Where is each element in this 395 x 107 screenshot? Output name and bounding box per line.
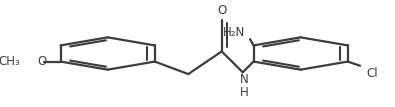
Text: O: O bbox=[37, 55, 46, 68]
Text: H₂N: H₂N bbox=[222, 26, 245, 39]
Text: Cl: Cl bbox=[366, 67, 378, 80]
Text: N: N bbox=[240, 73, 249, 86]
Text: H: H bbox=[240, 86, 249, 99]
Text: CH₃: CH₃ bbox=[0, 55, 20, 68]
Text: O: O bbox=[217, 4, 226, 17]
